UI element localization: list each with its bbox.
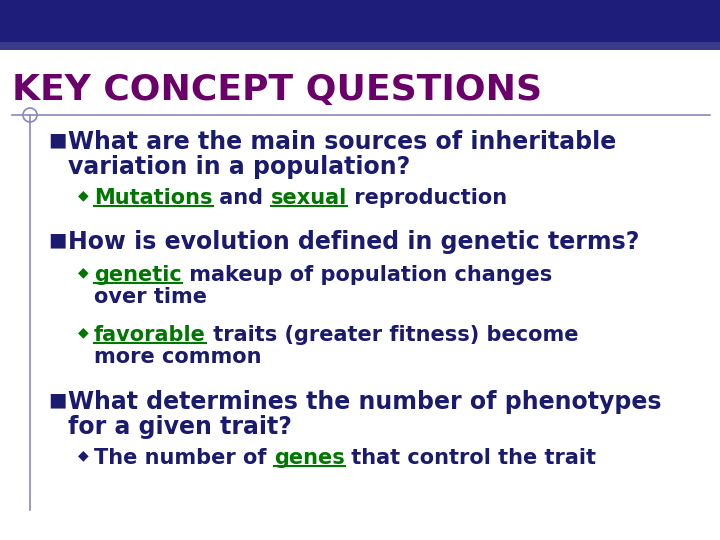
Text: genetic: genetic bbox=[94, 265, 181, 285]
Text: ◆: ◆ bbox=[78, 448, 89, 462]
Text: reproduction: reproduction bbox=[347, 188, 507, 208]
Text: over time: over time bbox=[94, 287, 207, 307]
Text: Mutations: Mutations bbox=[94, 188, 212, 208]
Text: What determines the number of phenotypes: What determines the number of phenotypes bbox=[68, 390, 662, 414]
Bar bbox=[0, 42, 720, 50]
Text: favorable: favorable bbox=[94, 325, 206, 345]
Text: ◆: ◆ bbox=[78, 188, 89, 202]
Text: ■: ■ bbox=[48, 230, 66, 249]
Text: more common: more common bbox=[94, 347, 261, 367]
Text: and: and bbox=[212, 188, 271, 208]
Text: makeup of population changes: makeup of population changes bbox=[181, 265, 552, 285]
Text: The number of: The number of bbox=[94, 448, 274, 468]
Text: sexual: sexual bbox=[271, 188, 347, 208]
Text: What are the main sources of inheritable: What are the main sources of inheritable bbox=[68, 130, 616, 154]
Text: for a given trait?: for a given trait? bbox=[68, 415, 292, 439]
Text: that control the trait: that control the trait bbox=[344, 448, 596, 468]
Text: variation in a population?: variation in a population? bbox=[68, 155, 410, 179]
Text: genes: genes bbox=[274, 448, 344, 468]
Text: ◆: ◆ bbox=[78, 265, 89, 279]
Text: KEY CONCEPT QUESTIONS: KEY CONCEPT QUESTIONS bbox=[12, 73, 542, 107]
Bar bbox=[0, 0, 720, 42]
Text: traits (greater fitness) become: traits (greater fitness) become bbox=[206, 325, 578, 345]
Text: ◆: ◆ bbox=[78, 325, 89, 339]
Text: ■: ■ bbox=[48, 130, 66, 149]
Text: ■: ■ bbox=[48, 390, 66, 409]
Text: How is evolution defined in genetic terms?: How is evolution defined in genetic term… bbox=[68, 230, 639, 254]
